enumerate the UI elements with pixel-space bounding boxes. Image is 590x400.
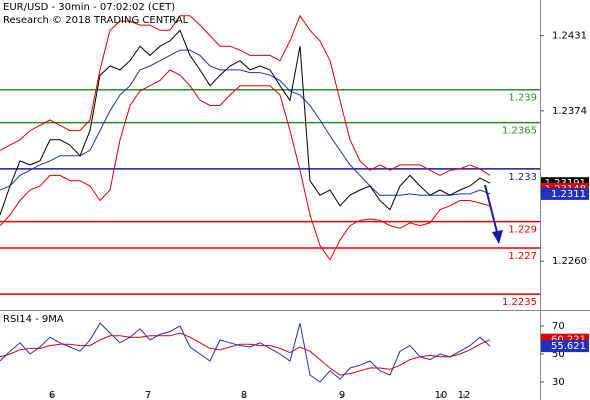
forecast-arrow-head — [492, 230, 503, 244]
line-series — [0, 322, 491, 383]
chart-subtitle: Research © 2018 TRADING CENTRAL — [3, 15, 189, 26]
line-series — [0, 69, 491, 261]
x-tick-label: 7 — [145, 390, 151, 400]
level-label: 1.239 — [508, 93, 537, 104]
forecast-arrow — [484, 184, 499, 237]
level-label: 1.2235 — [502, 297, 537, 308]
y-tick-label: 1.2431 — [552, 31, 587, 42]
x-tick-label: 9 — [339, 390, 345, 400]
last-value-box — [541, 187, 589, 200]
line-series — [0, 49, 491, 196]
level-label: 1.227 — [508, 251, 537, 262]
level-label: 1.229 — [508, 225, 537, 236]
last-value-label: 55.621 — [551, 341, 586, 352]
panel-title: RSI14 - 9MA — [3, 314, 64, 325]
y-tick-label: 70 — [552, 321, 565, 332]
line-series — [0, 14, 491, 176]
line-series — [0, 29, 491, 216]
x-tick-label: 12 — [458, 390, 471, 400]
chart-title: EUR/USD - 30min - 07:02:02 (CET) — [3, 2, 175, 13]
x-tick-label: 10 — [435, 390, 448, 400]
last-value-label: 1.2311 — [551, 189, 586, 200]
line-series — [0, 332, 491, 376]
last-value-box — [541, 340, 589, 353]
y-tick-label: 1.2374 — [552, 106, 587, 117]
level-label: 1.233 — [508, 172, 537, 183]
x-tick-label: 6 — [49, 390, 55, 400]
y-tick-label: 50 — [552, 349, 565, 360]
x-tick-label: 8 — [241, 390, 247, 400]
y-tick-label: 30 — [552, 377, 565, 388]
level-label: 1.2365 — [502, 126, 537, 137]
y-tick-label: 1.2260 — [552, 256, 587, 267]
